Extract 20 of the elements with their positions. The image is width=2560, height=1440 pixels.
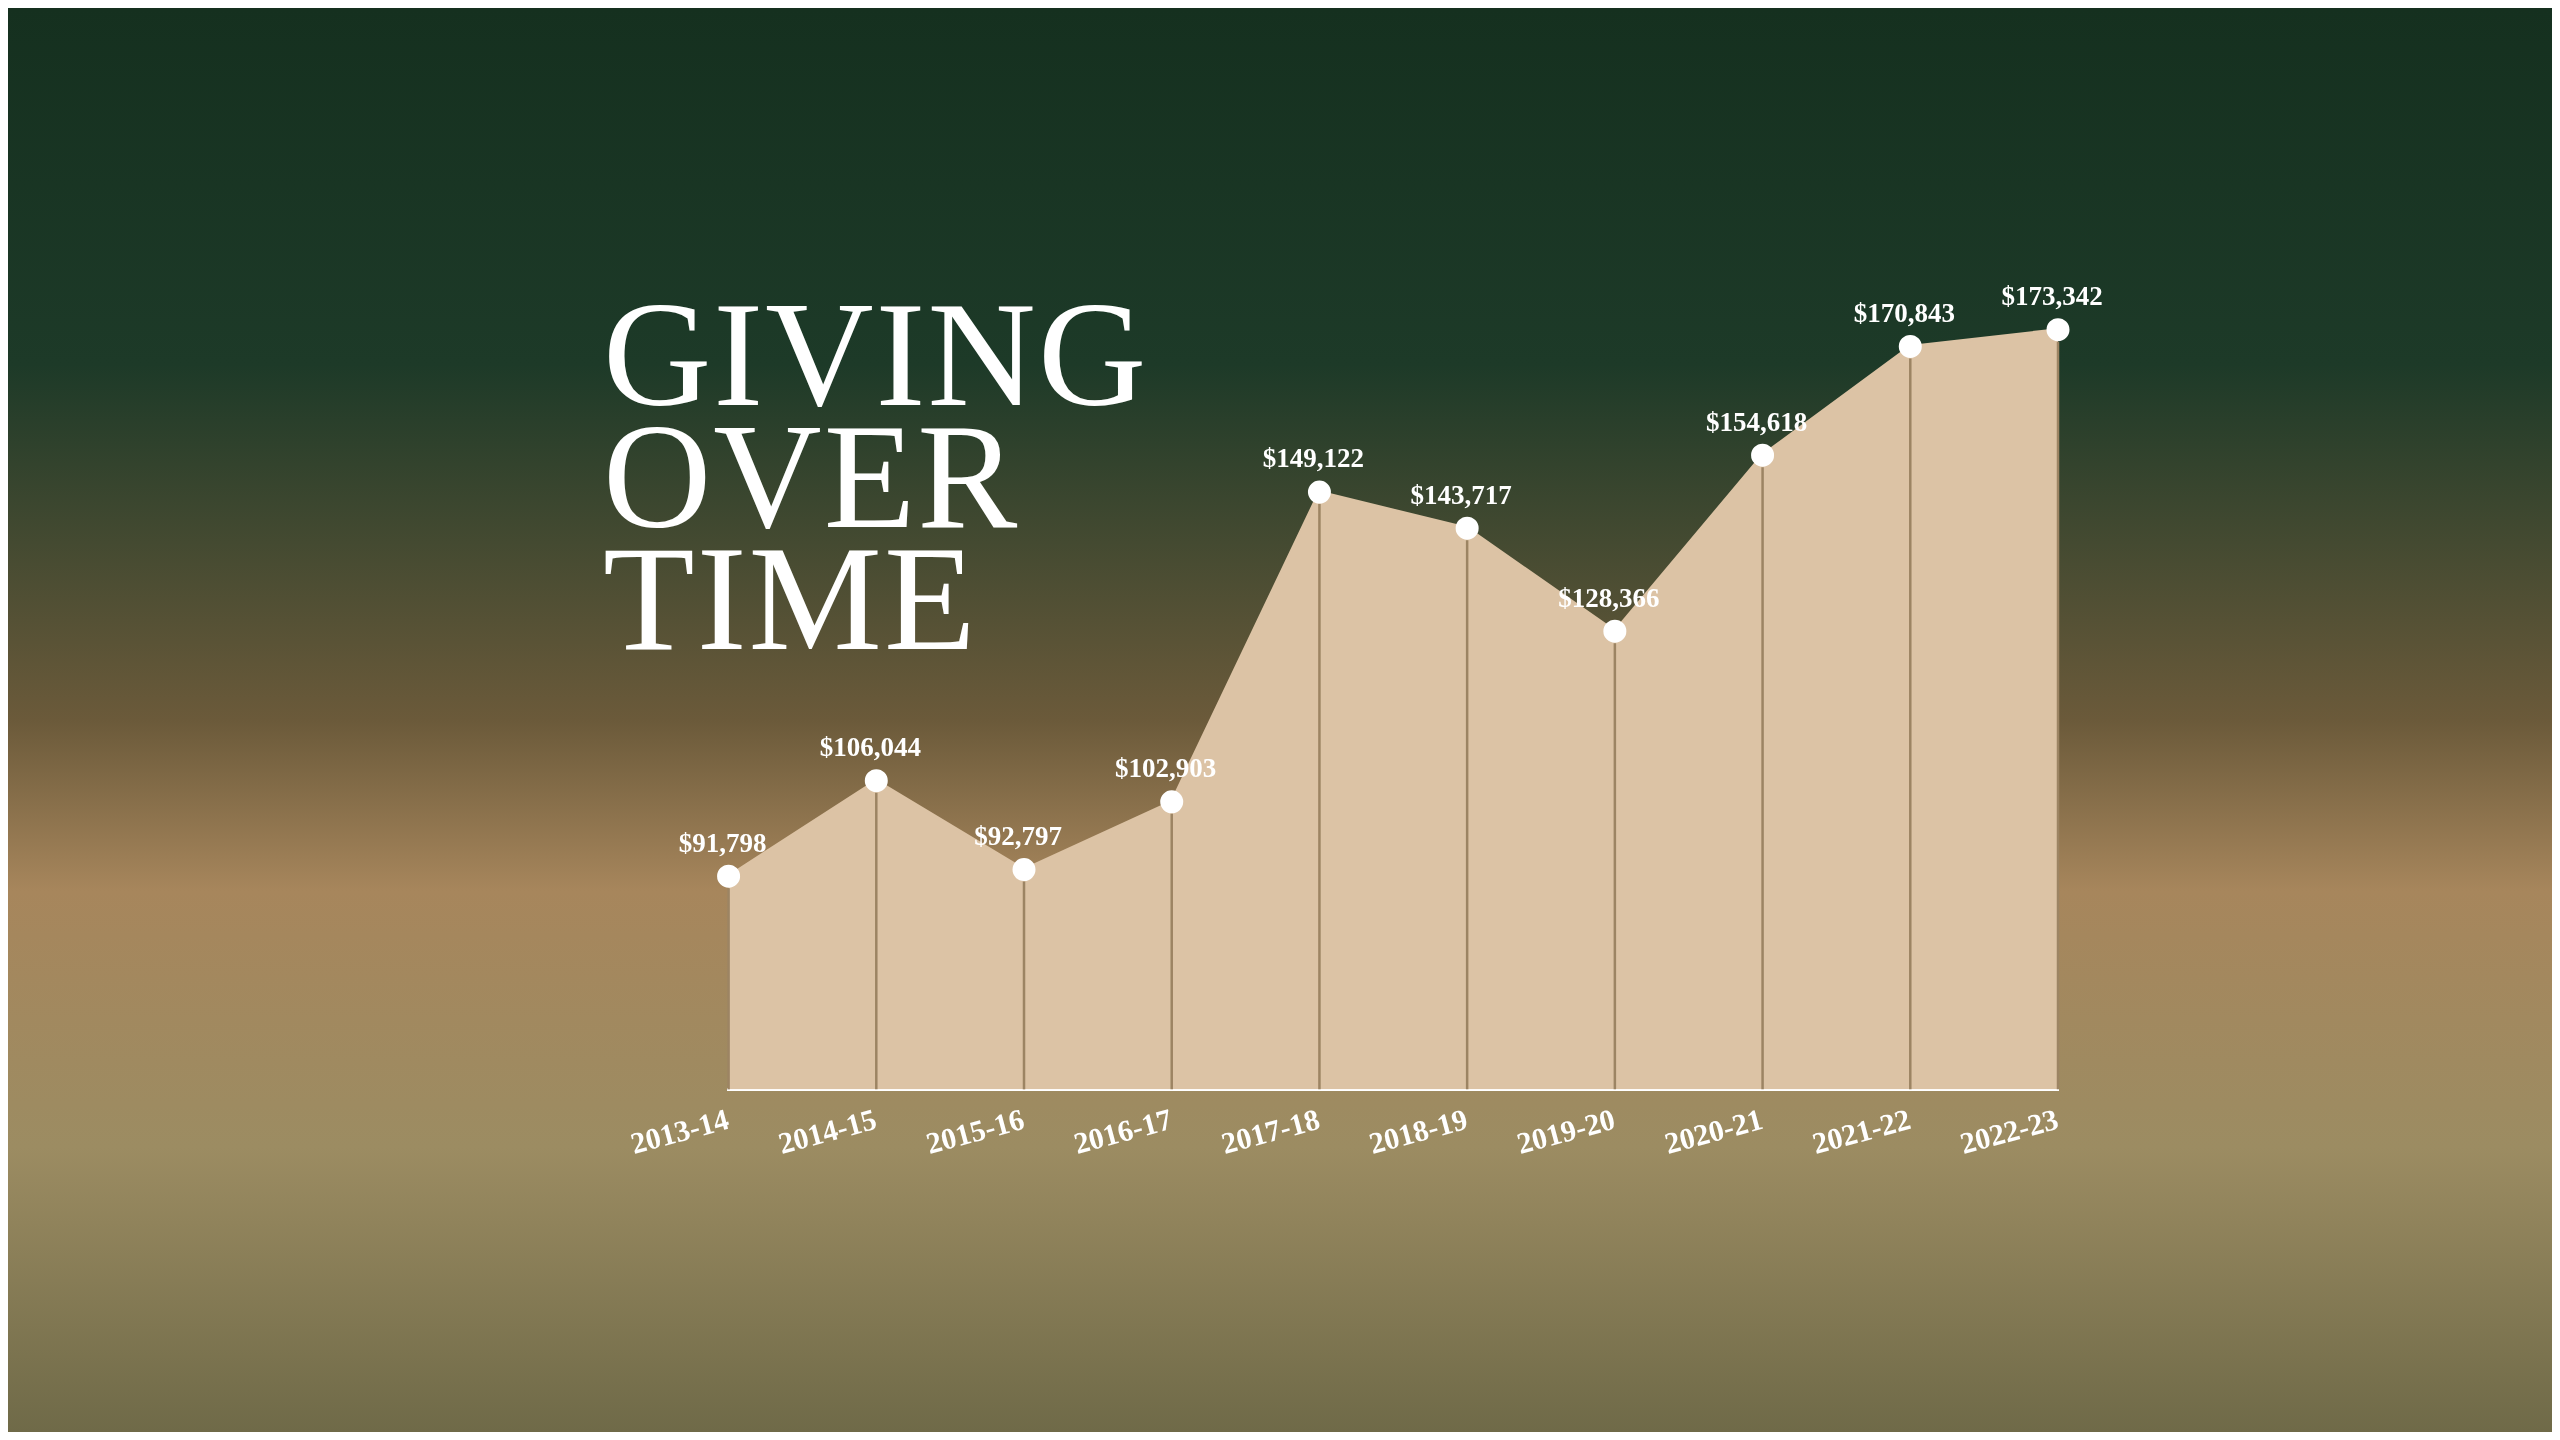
x-tick-label: 2014-15	[774, 1102, 880, 1160]
data-label: $102,903	[1115, 753, 1217, 784]
chart-title: GIVING OVER TIME	[603, 271, 1150, 681]
data-label: $106,044	[819, 732, 921, 763]
data-label: $154,618	[1705, 406, 1808, 437]
x-tick-label: 2013-14	[627, 1102, 733, 1160]
x-tick-label: 2020-21	[1661, 1102, 1767, 1160]
x-tick-label: 2018-19	[1365, 1102, 1471, 1160]
x-tick-label: 2015-16	[922, 1102, 1028, 1160]
x-tick-label: 2019-20	[1513, 1102, 1619, 1160]
data-label: $143,717	[1410, 479, 1512, 510]
data-label: $170,843	[1853, 297, 1955, 328]
data-label: $91,798	[678, 827, 767, 858]
x-tick-label: 2021-22	[1808, 1102, 1914, 1160]
data-label: $92,797	[974, 820, 1062, 851]
x-tick-label: 2016-17	[1070, 1102, 1176, 1160]
data-label: $149,122	[1262, 443, 1365, 474]
data-label: $173,342	[2001, 281, 2103, 312]
x-tick-label: 2017-18	[1217, 1102, 1323, 1160]
x-tick-label: 2022-23	[1956, 1102, 2062, 1160]
